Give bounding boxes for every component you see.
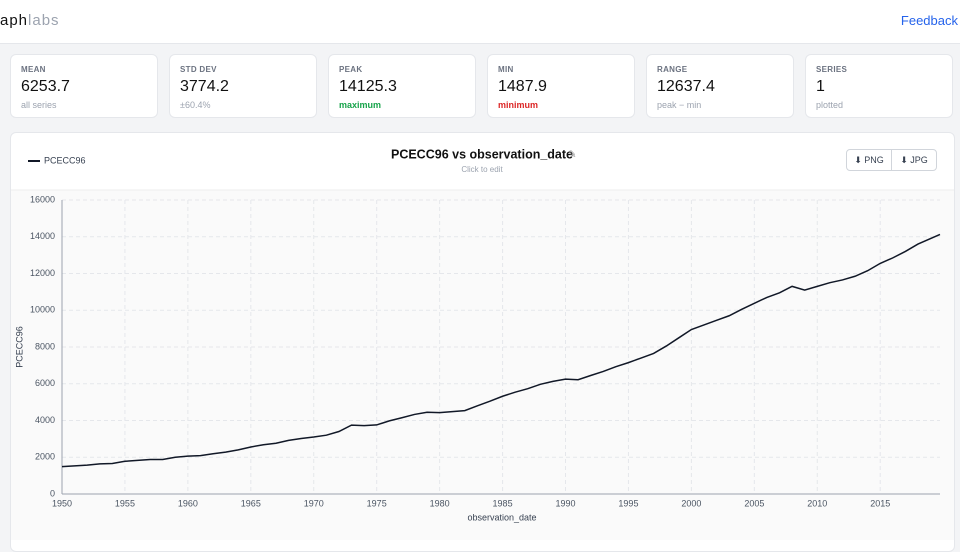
stat-card: MEAN 6253.7 all series: [10, 54, 158, 118]
stat-card: SERIES 1 plotted: [805, 54, 953, 118]
stat-card: STD DEV 3774.2 ±60.4%: [169, 54, 317, 118]
logo[interactable]: aphlabs: [0, 12, 60, 29]
button-label: PNG: [864, 155, 884, 165]
stat-card: MIN 1487.9 minimum: [487, 54, 635, 118]
stat-sub: minimum: [498, 100, 539, 110]
stat-label: MIN: [498, 65, 514, 74]
stat-label: STD DEV: [180, 65, 217, 74]
x-tick-label: 1960: [178, 498, 198, 508]
x-tick-label: 1965: [241, 498, 261, 508]
x-axis-label: observation_date: [467, 512, 536, 522]
y-tick-label: 0: [50, 488, 55, 498]
x-tick-label: 2005: [744, 498, 764, 508]
stat-value: 6253.7: [21, 78, 70, 95]
stat-sub: all series: [21, 100, 57, 110]
stat-value: 12637.4: [657, 78, 715, 95]
x-tick-label: 1990: [555, 498, 575, 508]
feedback-link[interactable]: Feedback: [900, 13, 958, 28]
y-tick-label: 10000: [30, 305, 55, 315]
stat-value: 14125.3: [339, 78, 397, 95]
x-tick-label: 1955: [115, 498, 135, 508]
stat-value: 1: [816, 78, 825, 95]
logo-text: aph: [0, 12, 29, 29]
top-bar: aphlabs Feedback: [0, 0, 960, 44]
chart-subtitle: Click to edit: [461, 165, 503, 174]
x-tick-label: 1975: [367, 498, 387, 508]
jpg-button[interactable]: ⬇ JPG: [891, 149, 937, 171]
y-axis-label: PCECC96: [14, 326, 24, 368]
x-tick-label: 1980: [430, 498, 450, 508]
x-tick-label: 2015: [870, 498, 890, 508]
stat-label: PEAK: [339, 65, 363, 74]
y-tick-label: 2000: [35, 452, 55, 462]
x-tick-label: 1970: [304, 498, 324, 508]
y-tick-label: 8000: [35, 341, 55, 351]
edit-icon[interactable]: ✎: [568, 150, 576, 161]
y-tick-label: 14000: [30, 231, 55, 241]
stat-sub: peak − min: [657, 100, 702, 110]
logo-text: labs: [28, 12, 60, 29]
stat-value: 1487.9: [498, 78, 547, 95]
plot-background: [11, 190, 954, 540]
chart-title[interactable]: PCECC96 vs observation_date: [391, 147, 573, 161]
stat-label: RANGE: [657, 65, 688, 74]
stat-sub: plotted: [816, 100, 844, 110]
x-tick-label: 2000: [681, 498, 701, 508]
button-label: JPG: [910, 155, 928, 165]
y-tick-label: 12000: [30, 268, 55, 278]
stat-value: 3774.2: [180, 78, 229, 95]
stat-card: PEAK 14125.3 maximum: [328, 54, 476, 118]
y-tick-label: 4000: [35, 415, 55, 425]
stat-sub: maximum: [339, 100, 382, 110]
x-tick-label: 1995: [618, 498, 638, 508]
stat-card: RANGE 12637.4 peak − min: [646, 54, 794, 118]
stat-sub: ±60.4%: [180, 100, 211, 110]
chart: PCECC96 vs observation_date ✎ Click to e…: [11, 147, 954, 540]
legend-label: PCECC96: [44, 155, 86, 165]
stat-label: MEAN: [21, 65, 46, 74]
y-tick-label: 16000: [30, 194, 55, 204]
x-tick-label: 1950: [52, 498, 72, 508]
data-line: [61, 233, 941, 468]
x-tick-label: 1985: [493, 498, 513, 508]
y-tick-label: 6000: [35, 378, 55, 388]
stat-label: SERIES: [816, 65, 848, 74]
x-tick-label: 2010: [807, 498, 827, 508]
